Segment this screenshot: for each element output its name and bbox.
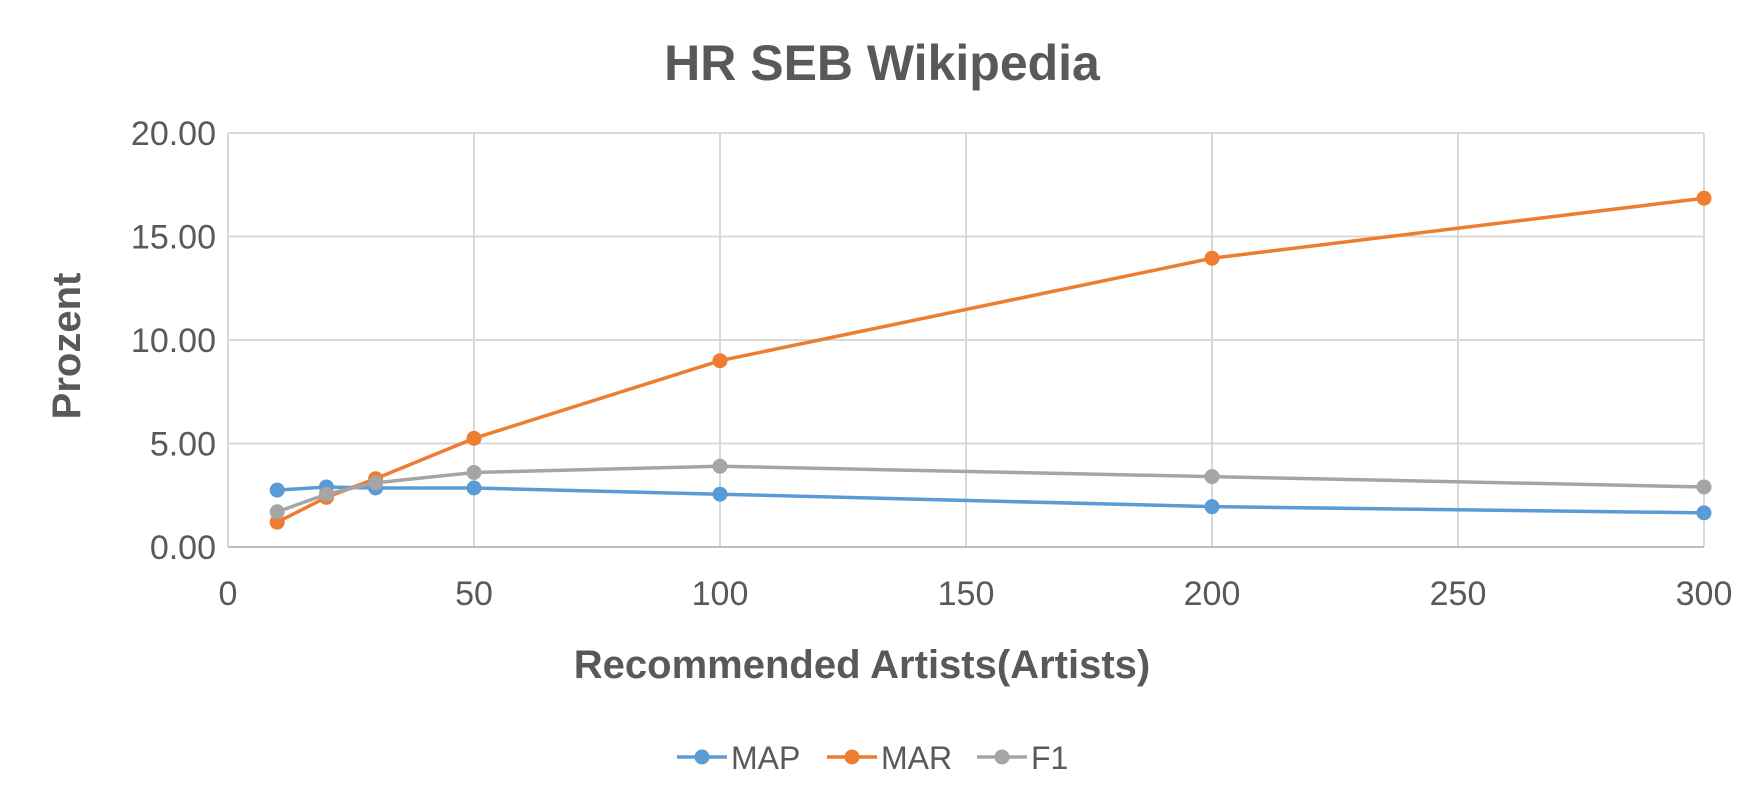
x-tick-label: 100: [692, 575, 749, 613]
data-point: [1696, 479, 1712, 495]
y-tick-label: 0.00: [150, 529, 216, 567]
axes: 0.00 5.00 10.00 15.00 20.00 0 50 100 150 200 250 30…: [131, 115, 1732, 613]
legend-label: MAP: [731, 740, 800, 776]
y-tick-label: 20.00: [131, 115, 216, 153]
legend-marker: [694, 749, 710, 765]
data-point: [712, 353, 728, 369]
data-point: [712, 458, 728, 474]
x-tick-label: 0: [219, 575, 238, 613]
chart-title: HR SEB Wikipedia: [664, 35, 1101, 91]
data-point: [1696, 190, 1712, 206]
data-point: [466, 464, 482, 480]
legend-marker: [994, 749, 1010, 765]
series-layer: [269, 190, 1712, 530]
series-line: [277, 485, 1705, 515]
x-tick-label: 200: [1184, 575, 1241, 613]
legend-label: MAR: [881, 740, 952, 776]
data-point: [1204, 499, 1220, 515]
data-point: [1204, 469, 1220, 485]
data-point: [269, 514, 285, 530]
y-axis-title: Prozent: [45, 273, 89, 420]
data-point: [712, 486, 728, 502]
series-f1: [269, 458, 1712, 520]
data-point: [368, 475, 384, 491]
legend-item-f1: F1: [977, 740, 1068, 776]
data-point: [269, 504, 285, 520]
gridlines: [227, 132, 1705, 547]
data-point: [466, 430, 482, 446]
legend-item-map: MAP: [677, 740, 800, 776]
y-tick-label: 15.00: [131, 219, 216, 257]
legend-label: F1: [1031, 740, 1068, 776]
data-point: [1204, 250, 1220, 266]
x-tick-label: 300: [1676, 575, 1733, 613]
x-axis-title: Recommended Artists(Artists): [574, 643, 1150, 687]
x-tick-label: 150: [938, 575, 995, 613]
series-map: [269, 479, 1712, 521]
x-tick-label: 50: [455, 575, 493, 613]
legend-marker: [844, 749, 860, 765]
data-point: [318, 486, 334, 502]
legend-item-mar: MAR: [827, 740, 952, 776]
y-tick-label: 10.00: [131, 322, 216, 360]
series-mar: [269, 190, 1712, 530]
data-point: [269, 482, 285, 498]
y-tick-label: 5.00: [150, 426, 216, 464]
data-point: [466, 480, 482, 496]
x-tick-label: 250: [1430, 575, 1487, 613]
data-point: [1696, 505, 1712, 521]
legend: MAP MAR F1: [677, 740, 1068, 776]
